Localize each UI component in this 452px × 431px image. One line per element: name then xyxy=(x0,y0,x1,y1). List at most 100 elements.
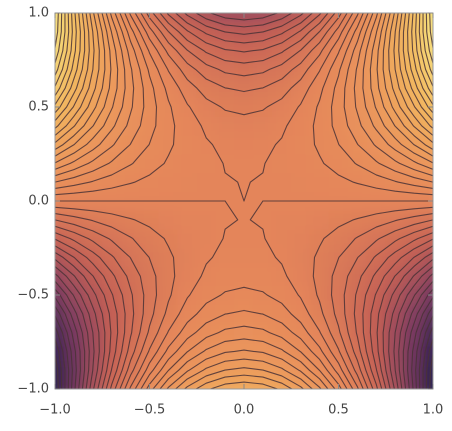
field-cell xyxy=(82,247,103,268)
field-cell xyxy=(290,59,311,80)
field-cell xyxy=(196,228,217,249)
field-cell xyxy=(252,341,273,362)
field-cell xyxy=(347,209,368,230)
field-cell xyxy=(158,153,179,174)
field-cell xyxy=(309,172,330,193)
field-cell xyxy=(366,97,387,117)
field-cell xyxy=(234,115,254,136)
field-cell xyxy=(290,322,311,343)
field-cell xyxy=(196,209,217,230)
field-cell xyxy=(271,59,292,80)
field-cell xyxy=(234,228,254,249)
field-cell xyxy=(196,13,217,23)
field-cell xyxy=(177,247,198,268)
field-cell xyxy=(63,172,84,193)
field-cell xyxy=(404,303,425,324)
field-cell xyxy=(63,303,84,324)
field-cell xyxy=(158,97,179,117)
contour-line xyxy=(55,13,433,389)
field-cell xyxy=(385,228,406,249)
field-cell xyxy=(328,153,349,174)
field-cell xyxy=(234,209,254,230)
field-cell xyxy=(271,266,292,287)
contour-line xyxy=(55,13,433,389)
field-cell xyxy=(120,97,141,117)
field-cell xyxy=(158,59,179,80)
field-cell xyxy=(101,115,122,136)
field-cell xyxy=(177,228,198,249)
field-cell xyxy=(120,285,141,305)
field-cell xyxy=(309,134,330,155)
field-cell xyxy=(234,360,254,381)
field-cell xyxy=(101,97,122,117)
field-cell xyxy=(120,13,141,23)
contour-line xyxy=(55,13,433,122)
field-cell xyxy=(423,115,433,136)
field-cell xyxy=(366,153,387,174)
field-cell xyxy=(158,266,179,287)
field-cell xyxy=(309,13,330,23)
field-cell xyxy=(63,322,84,343)
field-cell xyxy=(63,59,84,80)
field-cell xyxy=(271,78,292,99)
contour-line xyxy=(55,13,433,389)
field-cell xyxy=(347,228,368,249)
field-cell xyxy=(215,59,236,80)
field-cell xyxy=(290,247,311,268)
contour-line xyxy=(55,13,433,389)
field-cell xyxy=(55,266,65,287)
field-cell xyxy=(347,285,368,305)
field-cell xyxy=(271,303,292,324)
field-cell xyxy=(196,341,217,362)
field-cell xyxy=(177,134,198,155)
field-cell xyxy=(82,172,103,193)
field-cell xyxy=(234,266,254,287)
field-cell xyxy=(158,13,179,23)
field-cell xyxy=(290,13,311,23)
field-cell xyxy=(328,40,349,61)
field-cell xyxy=(139,228,160,249)
field-cell xyxy=(271,285,292,305)
field-cell xyxy=(120,153,141,174)
contour-line xyxy=(55,13,433,389)
field-cell xyxy=(423,153,433,174)
contour-line xyxy=(55,13,433,97)
contour-line xyxy=(55,13,433,389)
field-cell xyxy=(55,379,65,389)
field-cell xyxy=(347,78,368,99)
field-cell xyxy=(347,97,368,117)
field-cell xyxy=(271,228,292,249)
field-cell xyxy=(309,341,330,362)
contour-line xyxy=(55,338,433,389)
y-tick-label: −0.5 xyxy=(17,288,49,303)
field-cell xyxy=(63,209,84,230)
contour-line xyxy=(55,13,433,389)
field-cell xyxy=(234,153,254,174)
field-cell xyxy=(309,153,330,174)
field-cell xyxy=(271,172,292,193)
field-cell xyxy=(252,40,273,61)
field-cell xyxy=(120,341,141,362)
field-cell xyxy=(347,379,368,389)
field-cell xyxy=(271,21,292,42)
field-cell xyxy=(215,266,236,287)
field-cell xyxy=(404,379,425,389)
field-cell xyxy=(196,115,217,136)
field-cell xyxy=(309,322,330,343)
field-cell xyxy=(347,266,368,287)
field-cell xyxy=(290,209,311,230)
field-cell xyxy=(82,303,103,324)
field-cell xyxy=(55,172,65,193)
x-tick-label: −0.5 xyxy=(134,403,166,418)
field-cell xyxy=(196,134,217,155)
field-cell xyxy=(290,266,311,287)
field-cell xyxy=(139,322,160,343)
field-cell xyxy=(177,59,198,80)
field-cell xyxy=(120,115,141,136)
field-cell xyxy=(271,115,292,136)
field-cell xyxy=(423,341,433,362)
field-cell xyxy=(158,228,179,249)
field-cell xyxy=(252,134,273,155)
field-cell xyxy=(366,228,387,249)
field-cell xyxy=(234,78,254,99)
